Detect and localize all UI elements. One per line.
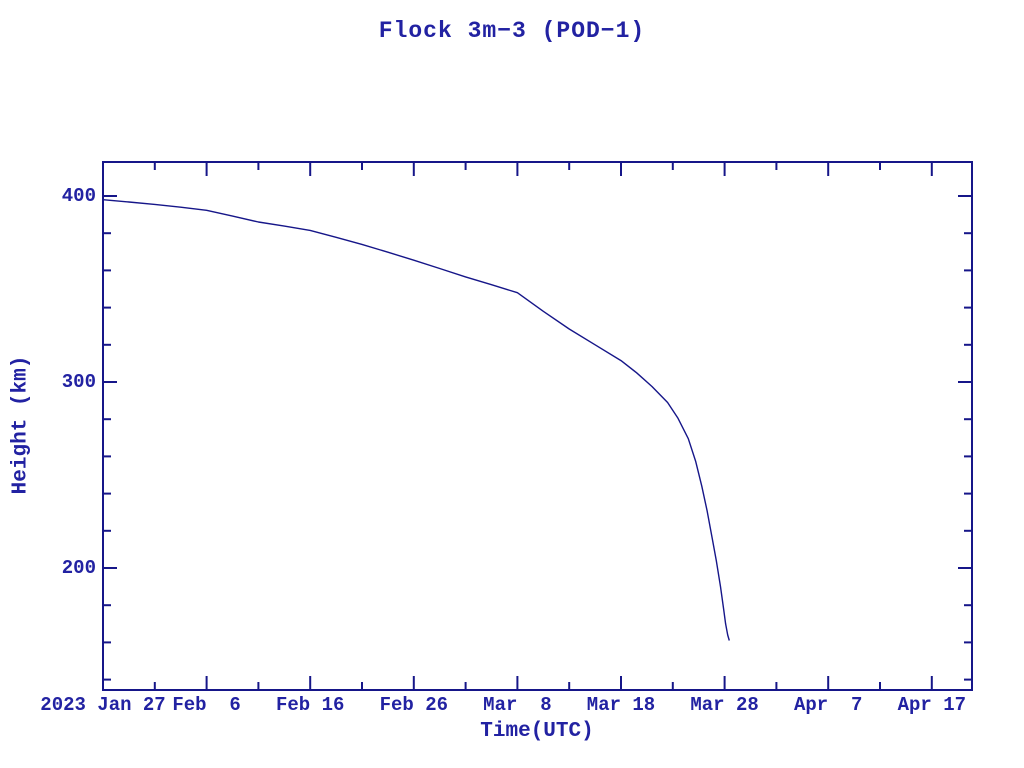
x-axis-title: Time(UTC) xyxy=(480,720,594,743)
x-tick-label: Mar 8 xyxy=(483,694,552,716)
x-tick-label: Mar 28 xyxy=(690,694,759,716)
x-tick-label: Apr 17 xyxy=(897,694,967,716)
x-tick-label: Feb 6 xyxy=(172,694,241,716)
y-tick-label: 200 xyxy=(61,557,96,579)
y-tick-label: 400 xyxy=(61,185,96,207)
chart-title: Flock 3m−3 (POD−1) xyxy=(378,18,646,44)
y-axis-title: Height (km) xyxy=(9,355,33,495)
x-tick-label: Feb 16 xyxy=(275,694,345,716)
plot-frame xyxy=(102,161,973,691)
x-tick-label: 2023 Jan 27 xyxy=(40,694,166,716)
y-tick-label: 300 xyxy=(61,371,96,393)
height-decay-curve xyxy=(102,199,730,641)
x-tick-label: Feb 26 xyxy=(379,694,449,716)
x-tick-label: Apr 7 xyxy=(793,694,863,716)
x-tick-label: Mar 18 xyxy=(586,694,656,716)
